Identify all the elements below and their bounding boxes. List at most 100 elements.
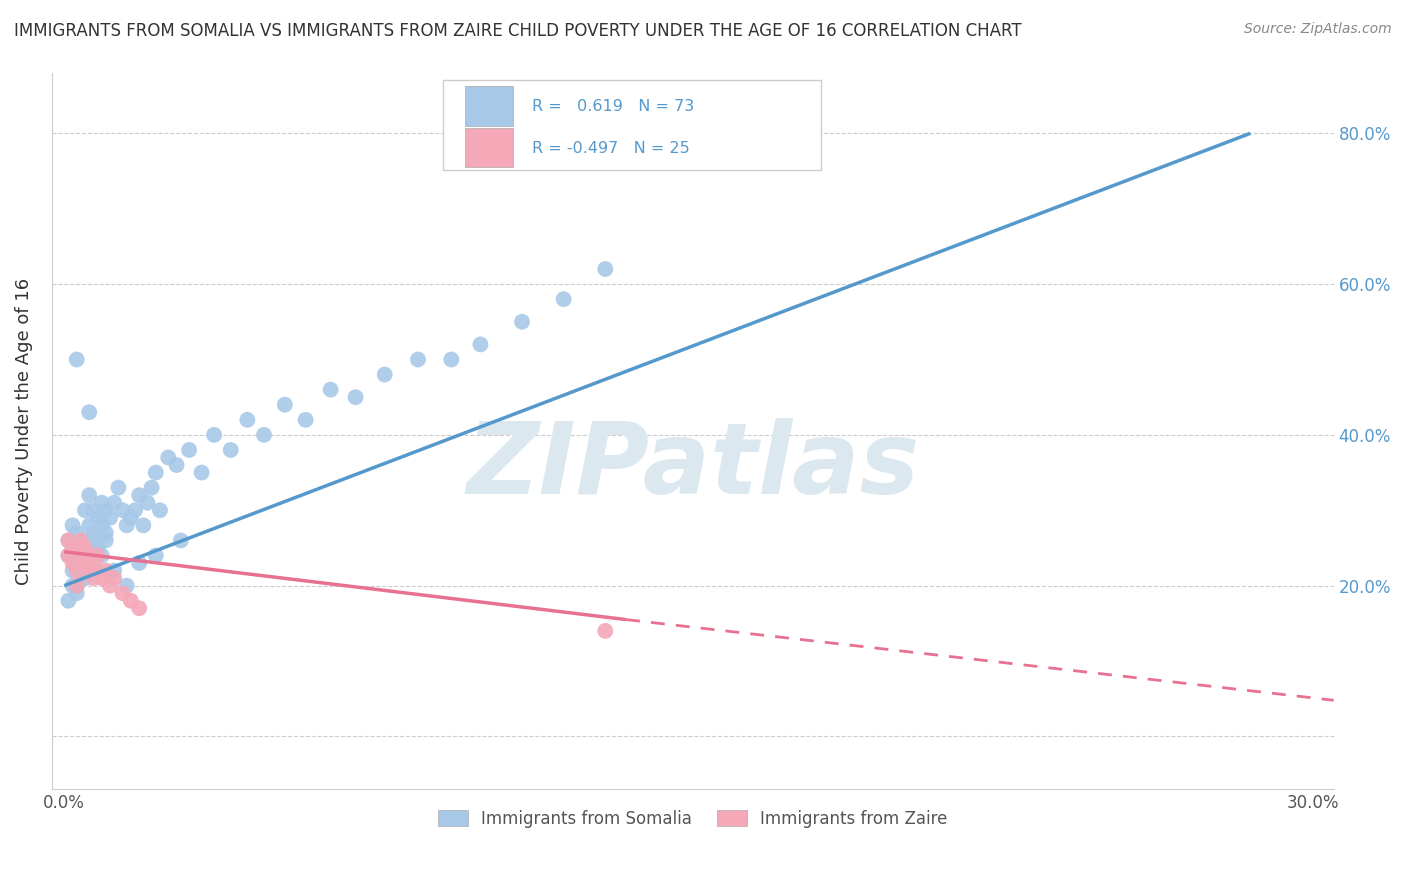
Point xyxy=(98,510,121,524)
Point xyxy=(470,337,492,351)
Point xyxy=(73,533,96,548)
Point xyxy=(90,518,112,533)
Point xyxy=(120,510,142,524)
Point xyxy=(236,413,259,427)
Point xyxy=(553,292,575,306)
Point xyxy=(86,510,108,524)
FancyBboxPatch shape xyxy=(464,128,513,167)
Point xyxy=(128,556,150,570)
Point xyxy=(82,571,104,585)
Y-axis label: Child Poverty Under the Age of 16: Child Poverty Under the Age of 16 xyxy=(15,277,32,584)
Point xyxy=(90,549,112,563)
Point xyxy=(70,564,93,578)
Point xyxy=(82,503,104,517)
Point xyxy=(82,556,104,570)
Point xyxy=(595,624,617,638)
Point xyxy=(595,262,617,277)
Point xyxy=(58,549,80,563)
Point xyxy=(124,503,146,517)
Point xyxy=(253,428,276,442)
Point xyxy=(62,541,84,555)
Point xyxy=(145,466,167,480)
Point xyxy=(66,586,89,600)
Point xyxy=(58,533,80,548)
Point xyxy=(136,496,159,510)
Text: R = -0.497   N = 25: R = -0.497 N = 25 xyxy=(533,141,690,155)
Point xyxy=(66,352,89,367)
Point xyxy=(190,466,212,480)
Point xyxy=(66,541,89,555)
Point xyxy=(77,564,100,578)
Point xyxy=(120,593,142,607)
Point xyxy=(344,390,367,404)
Point xyxy=(77,488,100,502)
Point xyxy=(66,525,89,540)
Point xyxy=(62,564,84,578)
Point xyxy=(128,601,150,615)
Point xyxy=(219,442,242,457)
Point xyxy=(111,503,134,517)
Point xyxy=(86,541,108,555)
Point xyxy=(274,398,297,412)
Point xyxy=(98,579,121,593)
Text: Source: ZipAtlas.com: Source: ZipAtlas.com xyxy=(1244,22,1392,37)
Text: R =   0.619   N = 73: R = 0.619 N = 73 xyxy=(533,99,695,114)
Point xyxy=(66,564,89,578)
Point xyxy=(177,442,200,457)
Point xyxy=(90,496,112,510)
Text: ZIPatlas: ZIPatlas xyxy=(467,418,920,516)
Point xyxy=(94,564,117,578)
Point xyxy=(440,352,463,367)
Point xyxy=(157,450,180,465)
Point xyxy=(77,518,100,533)
Point xyxy=(62,579,84,593)
Point xyxy=(66,579,89,593)
Point xyxy=(66,579,89,593)
Point xyxy=(77,405,100,419)
FancyBboxPatch shape xyxy=(464,87,513,126)
Point xyxy=(111,586,134,600)
Point xyxy=(73,556,96,570)
Point xyxy=(73,541,96,555)
Point xyxy=(70,564,93,578)
Point xyxy=(94,525,117,540)
Point xyxy=(294,413,316,427)
Point xyxy=(62,518,84,533)
Point xyxy=(166,458,188,472)
Point xyxy=(70,549,93,563)
Point xyxy=(73,549,96,563)
Point xyxy=(58,533,80,548)
Point xyxy=(406,352,429,367)
Point xyxy=(374,368,396,382)
Point xyxy=(103,571,125,585)
Point xyxy=(103,496,125,510)
Point xyxy=(77,549,100,563)
Point xyxy=(94,533,117,548)
Legend: Immigrants from Somalia, Immigrants from Zaire: Immigrants from Somalia, Immigrants from… xyxy=(432,804,955,835)
Point xyxy=(90,571,112,585)
Point xyxy=(115,579,138,593)
Point xyxy=(86,549,108,563)
Point xyxy=(141,481,163,495)
Point xyxy=(70,541,93,555)
Text: IMMIGRANTS FROM SOMALIA VS IMMIGRANTS FROM ZAIRE CHILD POVERTY UNDER THE AGE OF : IMMIGRANTS FROM SOMALIA VS IMMIGRANTS FR… xyxy=(14,22,1022,40)
Point xyxy=(107,481,129,495)
Point xyxy=(510,315,533,329)
Point xyxy=(58,549,80,563)
FancyBboxPatch shape xyxy=(443,80,821,169)
Point xyxy=(170,533,193,548)
Point xyxy=(73,503,96,517)
Point xyxy=(66,556,89,570)
Point xyxy=(70,533,93,548)
Point xyxy=(132,518,155,533)
Point xyxy=(82,525,104,540)
Point xyxy=(94,503,117,517)
Point xyxy=(128,488,150,502)
Point xyxy=(62,541,84,555)
Point xyxy=(115,518,138,533)
Point xyxy=(86,564,108,578)
Point xyxy=(62,556,84,570)
Point xyxy=(319,383,342,397)
Point xyxy=(86,533,108,548)
Point xyxy=(82,556,104,570)
